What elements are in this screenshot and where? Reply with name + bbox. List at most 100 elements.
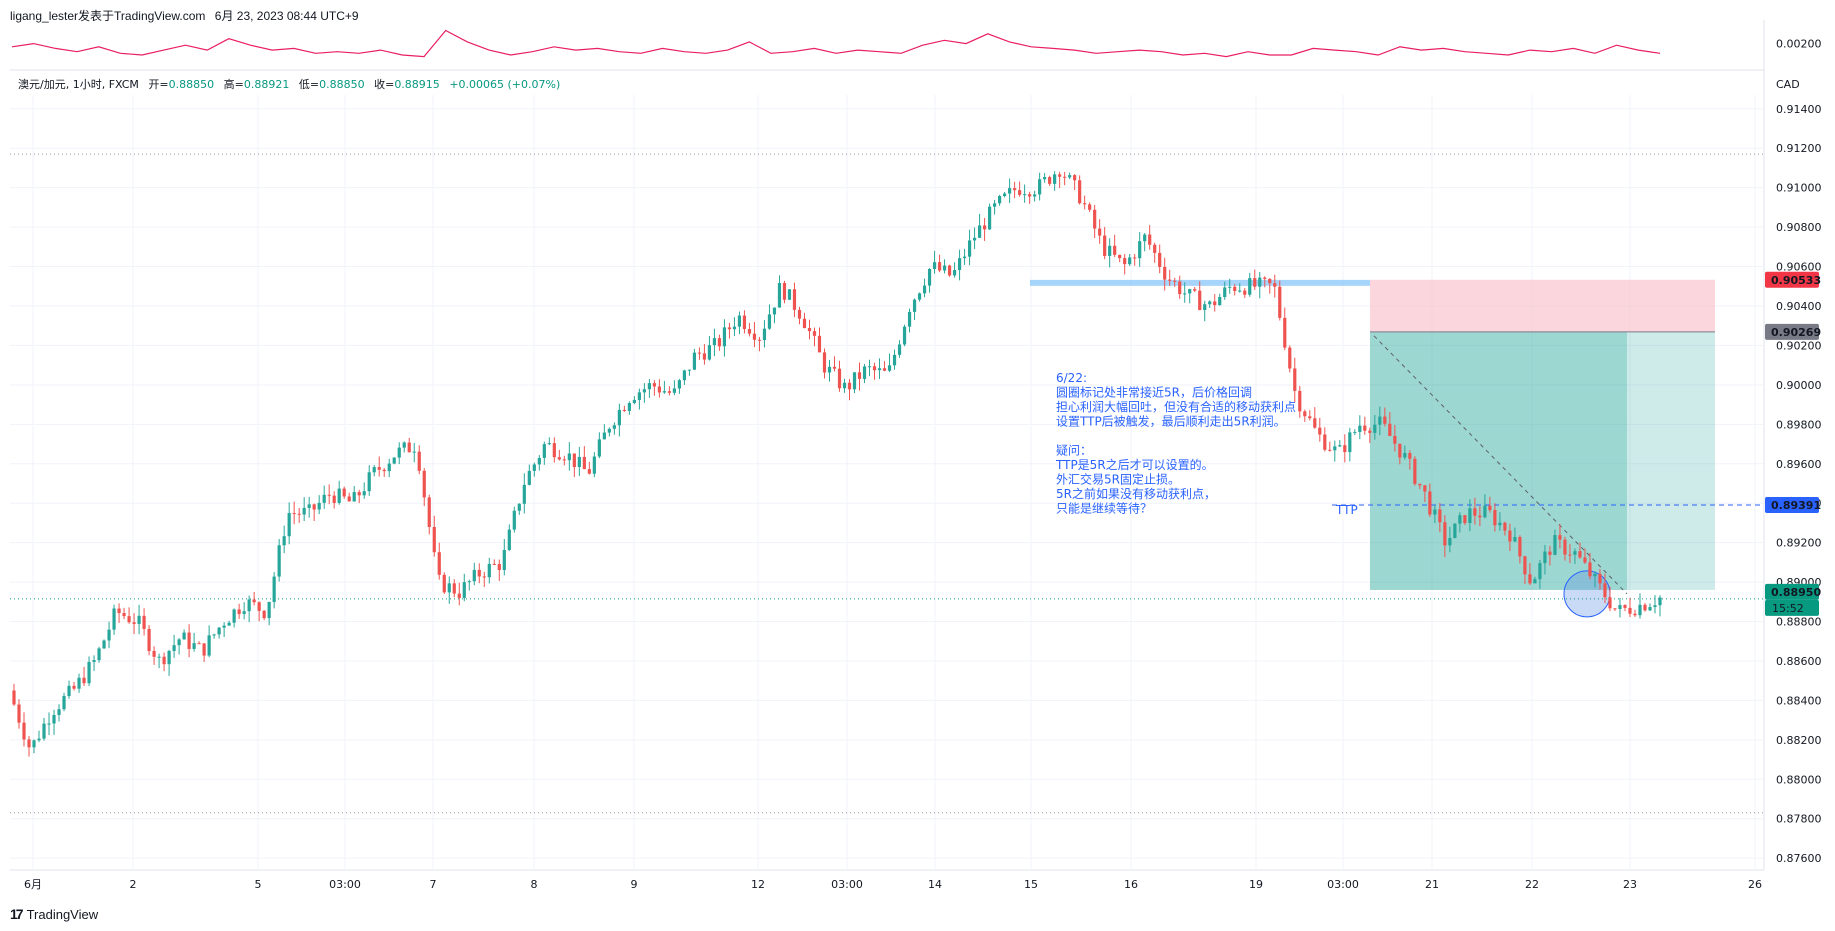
candle-body xyxy=(602,432,606,440)
candle-body xyxy=(1588,562,1592,577)
time-axis: 6月 2 5 03:00 7 8 9 12 03:00 14 15 16 19 03:00 21 22 23 26 xyxy=(24,878,1762,891)
candle-body xyxy=(1578,551,1582,558)
candle-body xyxy=(1408,453,1412,459)
candle-body xyxy=(812,331,817,336)
candle-body xyxy=(1243,290,1247,295)
candle-body xyxy=(552,443,556,458)
candle-body xyxy=(422,470,426,498)
candle-body xyxy=(677,380,682,389)
candle-body xyxy=(1238,290,1242,292)
candle-body xyxy=(947,265,952,276)
price-tag-box xyxy=(1765,496,1819,513)
candle-body xyxy=(377,467,381,470)
candle-body xyxy=(1393,435,1397,444)
tradingview-logo[interactable]: 17 TradingView xyxy=(10,906,98,922)
candle-body xyxy=(467,581,471,583)
candle-body xyxy=(1428,491,1432,515)
candle-body xyxy=(937,262,942,271)
candle-body xyxy=(1258,277,1262,287)
candle-body xyxy=(262,610,266,619)
candle-body xyxy=(562,459,566,461)
candle-body xyxy=(1558,535,1562,540)
candle-body xyxy=(1538,563,1542,580)
candle-body xyxy=(502,549,506,571)
candle-body xyxy=(57,709,61,716)
candle-body xyxy=(592,456,596,474)
candle-body xyxy=(1478,515,1482,518)
candle-body xyxy=(1363,425,1367,431)
candle-body xyxy=(612,425,616,429)
candle-body xyxy=(702,353,707,360)
candle-body xyxy=(1638,604,1642,616)
candle-body xyxy=(1213,301,1217,306)
candle-body xyxy=(977,225,982,238)
note-line: 5R之前如果没有移动获利点， xyxy=(1056,486,1216,501)
tradingview-logo-text: TradingView xyxy=(26,906,99,922)
candle-body xyxy=(1118,254,1122,259)
candle-body xyxy=(1543,551,1547,564)
candle-body xyxy=(1003,193,1007,197)
candle-body xyxy=(212,634,216,636)
candle-body xyxy=(1338,445,1342,447)
candle-body xyxy=(662,391,666,393)
candle-body xyxy=(772,307,777,315)
candle-body xyxy=(147,628,151,651)
candle-body xyxy=(1473,508,1477,516)
candle-body xyxy=(742,315,747,330)
candle-body xyxy=(357,492,361,496)
candle-body xyxy=(1413,458,1417,484)
note-annotation[interactable]: 6/22:圆圈标记处非常接近5R，后价格回调担心利润大幅回吐，但没有合适的移动获… xyxy=(1055,371,1296,516)
price-tick-label: 0.88600 xyxy=(1776,655,1822,668)
legend-symbol: 澳元/加元, 1小时, FXCM xyxy=(18,78,139,91)
position-tool[interactable] xyxy=(1370,279,1715,618)
candle-body xyxy=(232,609,236,623)
candle-body xyxy=(132,622,136,624)
candle-body xyxy=(682,370,687,381)
candle-body xyxy=(972,237,977,241)
candle-body xyxy=(512,510,516,530)
candle-body xyxy=(927,269,932,286)
candle-body xyxy=(152,650,156,657)
candle-body xyxy=(567,453,571,461)
candle-body xyxy=(1508,530,1512,542)
candle-body xyxy=(1438,509,1442,523)
candle-body xyxy=(52,715,56,724)
candle-body xyxy=(402,442,406,448)
candle-body xyxy=(112,608,116,630)
candle-body xyxy=(847,382,852,390)
time-tick-label: 12 xyxy=(751,878,765,891)
candle-body xyxy=(412,451,416,453)
candle-body xyxy=(527,470,531,485)
candle-body xyxy=(1058,174,1062,177)
candle-body xyxy=(102,640,106,649)
candle-body xyxy=(1583,557,1587,563)
candle-body xyxy=(427,497,431,527)
candle-body xyxy=(387,463,391,472)
candle-body xyxy=(127,616,131,623)
candle-body xyxy=(322,494,326,503)
candle-body xyxy=(797,309,802,319)
stop-zone xyxy=(1370,279,1715,332)
candle-body xyxy=(1253,278,1257,287)
candle-body xyxy=(142,615,146,629)
candle-body xyxy=(727,327,732,330)
candle-body xyxy=(1383,416,1387,424)
candle-body xyxy=(537,457,541,465)
candle-body xyxy=(1093,209,1097,229)
candle-body xyxy=(1323,434,1327,450)
candle-body xyxy=(1513,537,1517,542)
price-tick-label: 0.91000 xyxy=(1776,182,1822,195)
candle-body xyxy=(577,456,581,468)
candle-body xyxy=(1463,515,1467,524)
date-text: 6月 23, 2023 08:44 UTC+9 xyxy=(214,9,359,23)
candle-body xyxy=(372,467,376,473)
price-tick-label: 0.88800 xyxy=(1776,616,1822,629)
price-tick-label: 0.89200 xyxy=(1776,537,1822,550)
candle-body xyxy=(647,383,651,390)
candle-body xyxy=(1388,423,1392,436)
candle-body xyxy=(197,643,201,645)
candle-body xyxy=(1658,597,1662,606)
candle-body xyxy=(807,328,812,332)
legend-close-label: 收= xyxy=(374,77,394,91)
